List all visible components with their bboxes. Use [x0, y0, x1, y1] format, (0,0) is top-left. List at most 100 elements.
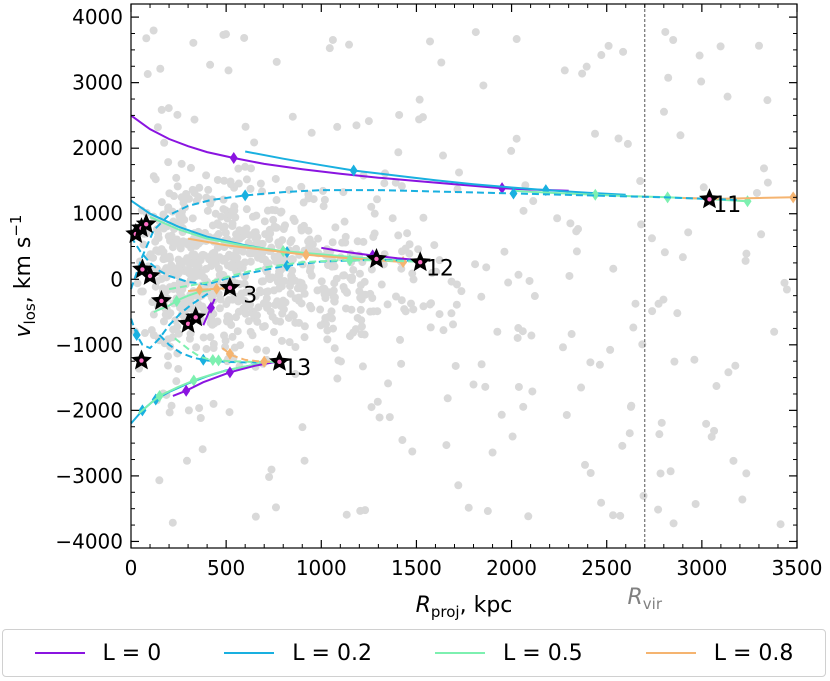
orbit-marker	[182, 384, 191, 397]
background-point	[661, 27, 670, 36]
background-point	[198, 302, 207, 311]
orbit-line	[130, 360, 276, 425]
background-point	[288, 112, 297, 121]
background-point	[267, 465, 276, 474]
background-point	[319, 202, 328, 211]
background-point	[139, 240, 148, 249]
background-point	[493, 327, 502, 336]
background-point	[471, 260, 480, 269]
background-point	[262, 346, 271, 355]
background-point	[566, 219, 575, 228]
highlight-star-center	[147, 273, 153, 279]
background-point	[294, 318, 303, 327]
background-point	[322, 320, 331, 329]
background-point	[345, 332, 354, 341]
orbit-line	[130, 114, 569, 192]
background-point	[199, 333, 208, 342]
background-point	[309, 195, 318, 204]
background-point	[609, 264, 618, 273]
background-point	[419, 213, 428, 222]
background-point	[320, 195, 329, 204]
x-axis-title-main: R	[416, 593, 431, 618]
background-point	[497, 410, 506, 419]
background-point	[160, 138, 169, 147]
background-point	[729, 456, 738, 465]
background-point	[586, 358, 595, 367]
orbit-marker	[212, 282, 221, 295]
background-point	[443, 394, 452, 403]
background-point	[385, 413, 394, 422]
background-point	[369, 232, 378, 241]
background-point	[479, 81, 488, 90]
background-point	[316, 305, 325, 314]
background-point	[269, 328, 278, 337]
background-point	[251, 512, 260, 521]
rvir-label-main: R	[628, 585, 643, 610]
background-point	[151, 237, 160, 246]
background-point	[578, 69, 587, 78]
background-point	[514, 270, 523, 279]
orbit-line	[202, 298, 216, 326]
background-point	[328, 238, 337, 247]
background-point	[629, 323, 638, 332]
background-point	[265, 473, 274, 482]
background-point	[142, 34, 151, 43]
background-point	[248, 249, 257, 258]
background-point	[244, 317, 253, 326]
background-point	[220, 176, 229, 185]
background-point	[174, 364, 183, 373]
background-point	[360, 330, 369, 339]
orbit-marker	[260, 355, 269, 368]
background-point	[292, 244, 301, 253]
background-point	[186, 329, 195, 338]
background-point	[218, 270, 227, 279]
background-point	[616, 511, 625, 520]
background-point	[664, 73, 673, 82]
background-point	[464, 503, 473, 512]
background-point	[405, 240, 414, 249]
background-point	[400, 305, 409, 314]
background-point	[527, 331, 536, 340]
background-point	[242, 205, 251, 214]
background-point	[190, 115, 199, 124]
background-point	[397, 182, 406, 191]
orbit-marker	[172, 295, 181, 308]
background-point	[388, 214, 397, 223]
galaxy-labels: 11 12 3 13	[243, 193, 741, 381]
background-point	[425, 300, 434, 309]
background-point	[285, 338, 294, 347]
background-point	[280, 277, 289, 286]
background-point	[246, 300, 255, 309]
background-point	[165, 408, 174, 417]
background-point	[291, 370, 300, 379]
highlight-star-center	[193, 315, 198, 320]
background-point	[250, 311, 259, 320]
background-point	[572, 247, 581, 256]
background-point	[228, 219, 237, 228]
background-point	[318, 186, 327, 195]
orbit-marker	[208, 354, 217, 367]
background-point	[442, 441, 451, 450]
background-point	[167, 401, 176, 410]
background-point	[397, 296, 406, 305]
background-point	[754, 41, 763, 50]
background-point	[224, 66, 233, 75]
background-point	[439, 151, 448, 160]
highlight-star-center	[140, 267, 145, 272]
background-point	[203, 206, 212, 215]
background-point	[408, 447, 417, 456]
background-point	[153, 123, 162, 132]
background-point	[242, 224, 251, 233]
background-point	[763, 96, 772, 105]
orbit-line	[130, 290, 212, 350]
background-point	[330, 344, 339, 353]
chart: 11 12 3 13 0 500 1000 1500 2000 2500 3000 3500 −400…	[7, 3, 823, 621]
background-point	[209, 399, 218, 408]
background-point	[255, 286, 264, 295]
background-point	[477, 360, 486, 369]
legend-label-l0: L = 0	[102, 640, 162, 666]
background-point	[137, 287, 146, 296]
background-point	[699, 183, 708, 192]
background-point	[741, 256, 750, 265]
x-tick-label: 3500	[772, 556, 823, 580]
